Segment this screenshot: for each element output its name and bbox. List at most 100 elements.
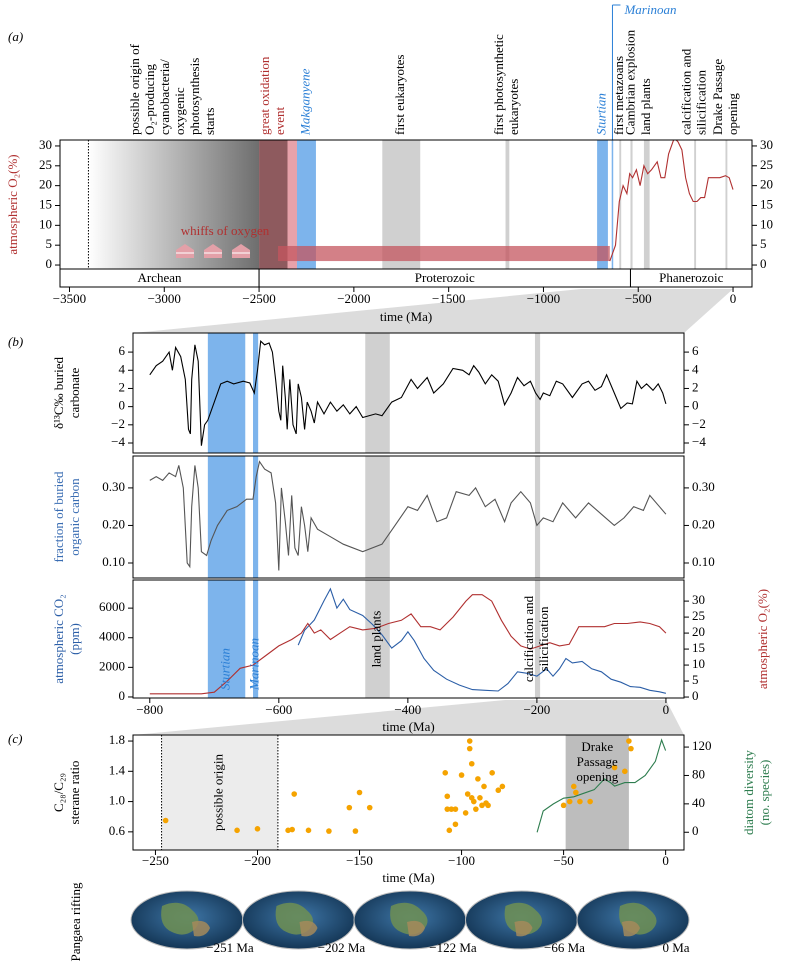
event-label: Marinoan xyxy=(247,638,262,691)
data-point xyxy=(573,789,579,796)
plot-area xyxy=(149,333,667,453)
data-point xyxy=(452,821,459,828)
data-line xyxy=(609,140,734,262)
event-label: starts xyxy=(202,108,217,135)
y-tick-label-right: 0.10 xyxy=(692,554,715,569)
y2-tick-label: 40 xyxy=(692,795,705,810)
data-point xyxy=(446,827,453,834)
data-point xyxy=(473,806,479,812)
event-label: Sturtian xyxy=(218,648,233,690)
data-point xyxy=(346,804,353,811)
y-axis-label: atmospheric CO₂ xyxy=(51,594,66,683)
x-tick-label: −3500 xyxy=(53,291,86,306)
map-label: −202 Ma xyxy=(318,940,366,955)
panel-label: (a) xyxy=(8,29,23,44)
data-point xyxy=(560,802,567,809)
event-band xyxy=(619,140,622,269)
era-label: Phanerozoic xyxy=(659,270,723,285)
event-label: opening xyxy=(576,769,618,784)
event-label: photosynthesis xyxy=(187,58,202,135)
y-tick-label: −2 xyxy=(111,416,125,431)
event-label: event xyxy=(272,106,287,135)
event-band xyxy=(365,333,390,453)
event-band xyxy=(611,140,614,269)
data-point xyxy=(479,802,485,809)
y-tick-label-right: 10 xyxy=(760,216,773,231)
data-point xyxy=(464,791,471,797)
x-tick-label: −250 xyxy=(142,853,169,868)
event-label: Drake Passage xyxy=(710,59,725,135)
event-band xyxy=(287,140,297,269)
data-point xyxy=(571,783,577,790)
y2-axis-label: diatom diversity xyxy=(741,750,756,835)
y-axis-label: carbonate xyxy=(67,368,82,419)
x-tick-label: −3000 xyxy=(148,291,181,306)
event-band xyxy=(534,456,541,578)
event-label: great oxidation xyxy=(257,56,272,135)
data-point xyxy=(444,806,451,812)
y2-tick-label: 25 xyxy=(692,608,705,623)
y-tick-label: 2000 xyxy=(99,658,125,673)
event-label: Drake xyxy=(581,739,613,754)
x-axis-label: time (Ma) xyxy=(380,309,432,324)
plot-frame xyxy=(132,579,685,699)
data-point xyxy=(466,745,473,752)
x-axis-label: time (Ma) xyxy=(382,719,434,734)
y2-tick-label: 0 xyxy=(692,688,699,703)
x-tick-label: −2000 xyxy=(337,291,370,306)
data-point xyxy=(587,798,593,805)
map-label: −122 Ma xyxy=(429,940,477,955)
event-label: Makganyene xyxy=(297,68,312,136)
oxygen-icon xyxy=(232,244,250,258)
y2-tick-label: 80 xyxy=(692,766,705,781)
data-point xyxy=(475,776,481,782)
y2-tick-label: 30 xyxy=(692,592,705,607)
y-axis-label: C₂₈/C₂₉ xyxy=(51,773,66,812)
y-tick-label-right: 5 xyxy=(760,236,767,251)
y2-tick-label: 20 xyxy=(692,624,705,639)
data-point xyxy=(499,783,506,790)
y-tick-label: 6000 xyxy=(99,599,125,614)
x-tick-label: −1000 xyxy=(527,291,560,306)
plot-area xyxy=(87,140,734,269)
y2-tick-label: 15 xyxy=(692,640,705,655)
event-label: calcification and xyxy=(521,595,536,682)
x-tick-label: −200 xyxy=(523,702,550,717)
y-tick-label: 0 xyxy=(119,688,126,703)
event-band xyxy=(534,580,541,698)
y-tick-label: 1.8 xyxy=(109,732,125,747)
data-point xyxy=(458,772,465,778)
x-tick-label: −600 xyxy=(265,702,292,717)
y-axis-label: (ppm) xyxy=(67,623,82,655)
y-tick-label: 10 xyxy=(39,216,52,231)
data-point xyxy=(477,794,483,801)
data-point xyxy=(366,804,373,811)
y-tick-label: 4 xyxy=(119,361,126,376)
y-tick-label: 20 xyxy=(39,177,52,192)
y-tick-label-right: 20 xyxy=(760,177,773,192)
event-label: Cambrian explosion xyxy=(623,29,638,135)
y-tick-label-right: 0.30 xyxy=(692,479,715,494)
data-point xyxy=(234,827,240,834)
landmass xyxy=(161,902,199,935)
data-point xyxy=(485,802,491,809)
x-tick-label: −500 xyxy=(625,291,652,306)
y-tick-label-right: 4 xyxy=(692,361,699,376)
x-tick-label: −800 xyxy=(136,702,163,717)
event-label: first metazoans xyxy=(611,56,626,135)
y-tick-label-right: 25 xyxy=(760,157,773,172)
plot-frame xyxy=(132,455,685,579)
event-band xyxy=(597,140,608,269)
event-band xyxy=(365,456,390,578)
y-tick-label: 0.6 xyxy=(109,823,126,838)
y-tick-label: 0 xyxy=(119,398,126,413)
y-tick-label: 1.0 xyxy=(109,793,125,808)
event-band xyxy=(253,456,259,578)
event-band xyxy=(725,140,728,269)
data-point xyxy=(326,828,332,834)
plot-frame xyxy=(132,734,685,851)
y-tick-label-right: 0 xyxy=(760,256,767,271)
event-band xyxy=(88,140,260,269)
landmass xyxy=(504,902,543,935)
y-tick-label: 0.30 xyxy=(102,479,125,494)
